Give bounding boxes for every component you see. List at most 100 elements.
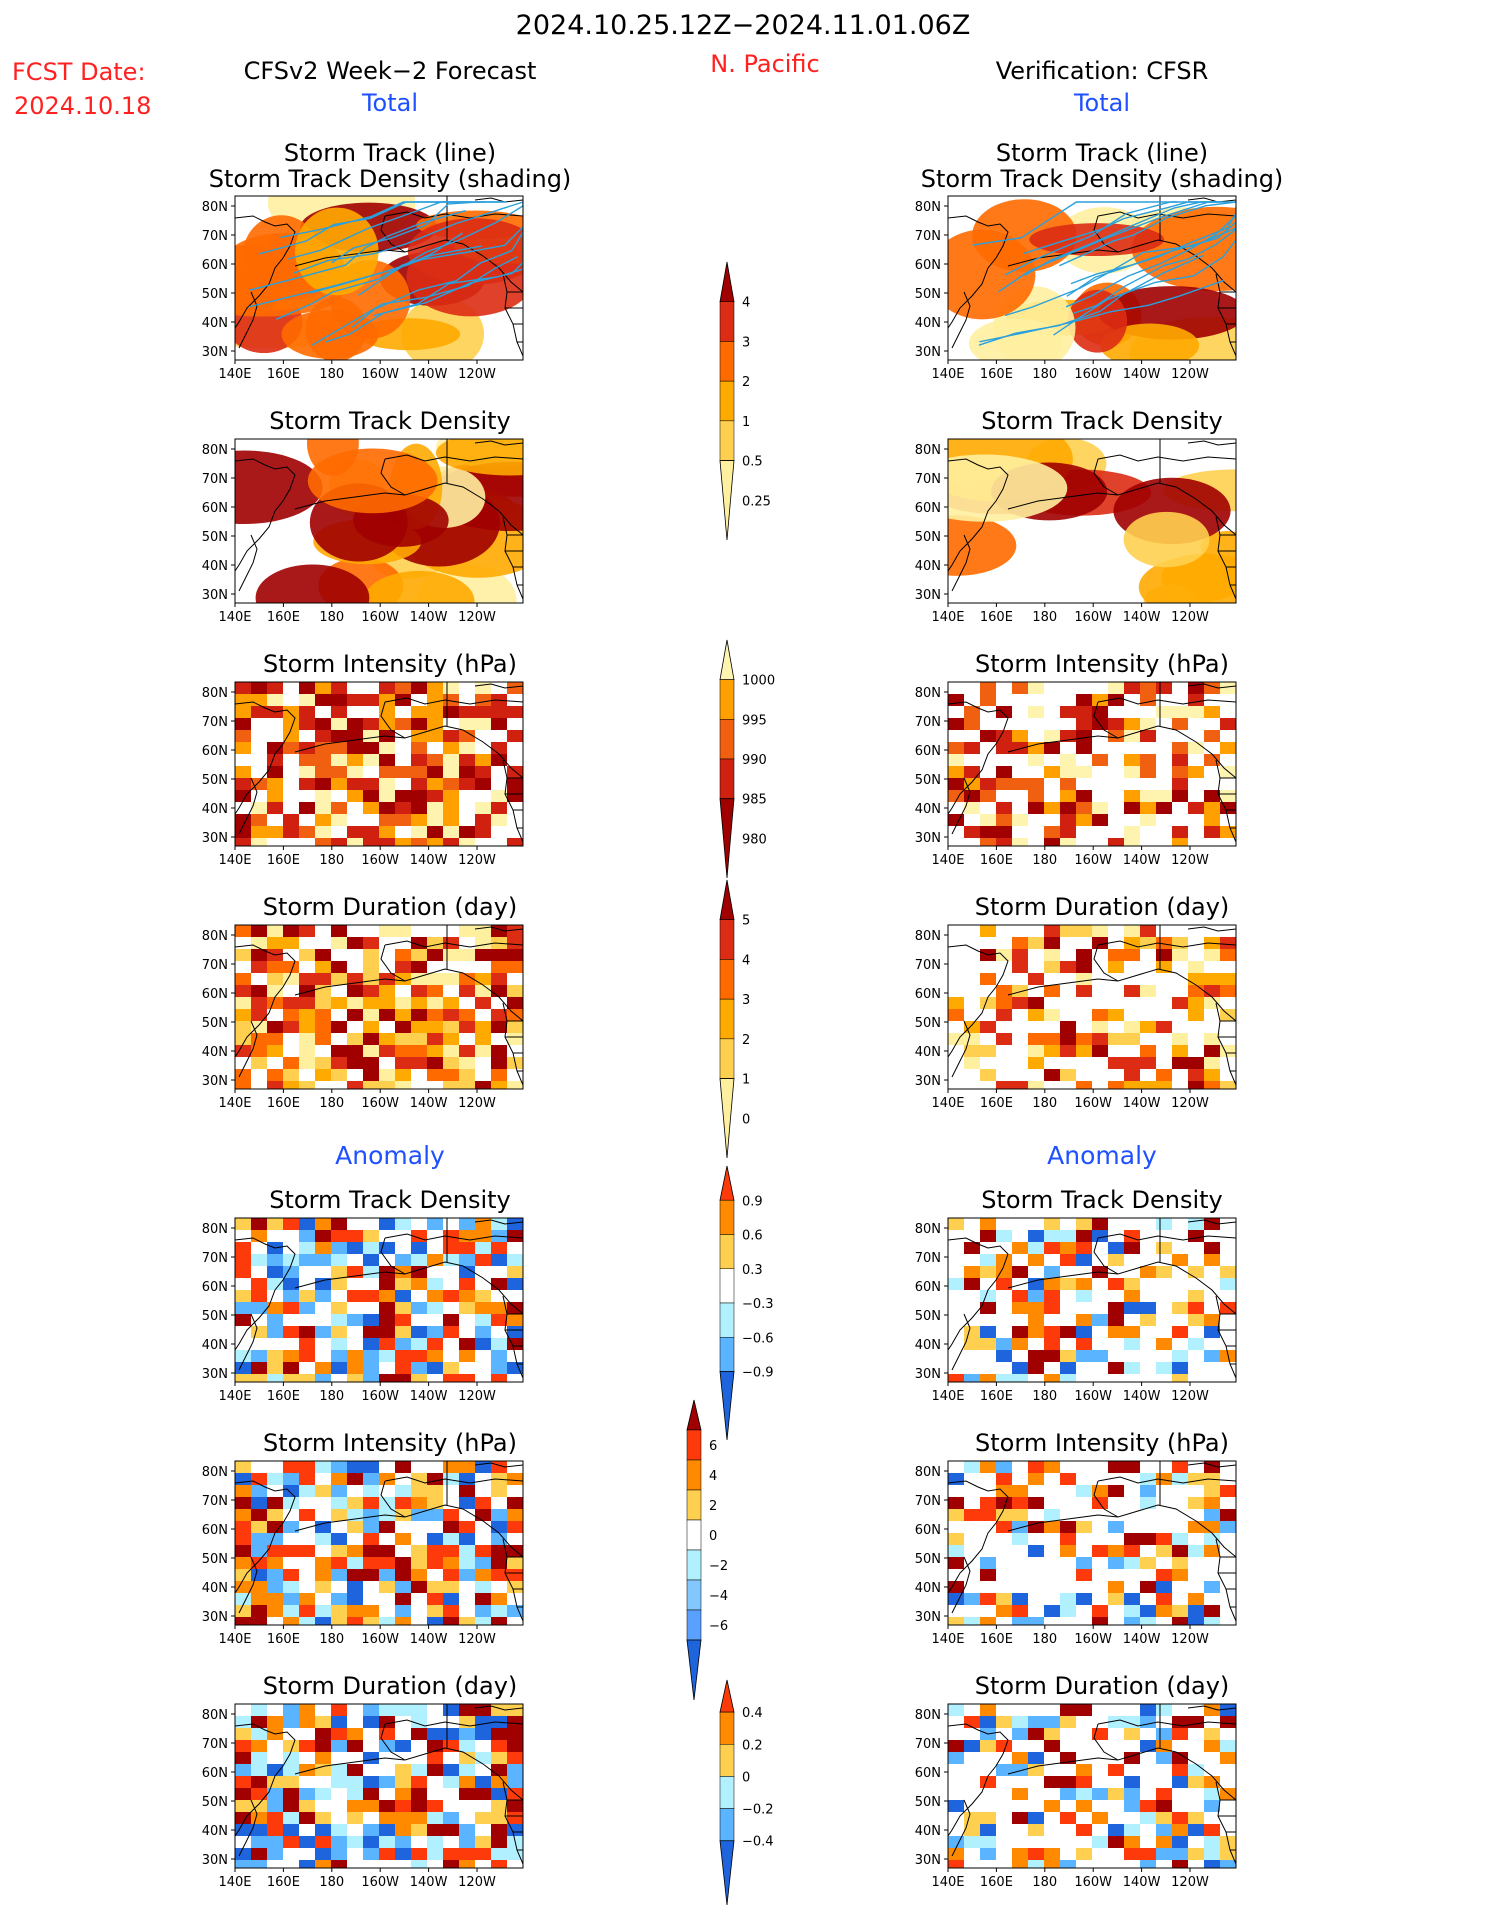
lon-tick-label: 120W: [458, 367, 496, 382]
panel-title: Storm Track (line): [283, 139, 497, 167]
lon-tick-label: 160E: [267, 1875, 300, 1890]
period-title: 2024.10.25.12Z−2024.11.01.06Z: [515, 10, 971, 41]
lat-tick-label: 40N: [202, 802, 228, 817]
total-label-left: Total: [361, 89, 419, 117]
lat-tick-label: 40N: [202, 1824, 228, 1839]
colorbar-label: 1000: [742, 674, 775, 689]
lon-tick-label: 140E: [931, 1389, 964, 1404]
lon-tick-label: 120W: [458, 1096, 496, 1111]
colorbar-label: 0.4: [742, 1706, 763, 1721]
lat-tick-label: 80N: [202, 1222, 228, 1237]
anomaly-label-left: Anomaly: [335, 1141, 445, 1170]
colorbar-label: 0.6: [742, 1229, 763, 1244]
lat-tick-label: 80N: [202, 686, 228, 701]
lon-tick-label: 140E: [218, 853, 251, 868]
panel-title: Storm Duration (day): [974, 893, 1230, 921]
lon-tick-label: 140W: [410, 1096, 448, 1111]
total-label-right: Total: [1073, 89, 1131, 117]
panel-title: Storm Duration (day): [262, 893, 518, 921]
lat-tick-label: 30N: [202, 345, 228, 360]
lat-tick-label: 40N: [915, 1338, 941, 1353]
lat-tick-label: 40N: [915, 1581, 941, 1596]
lat-tick-label: 60N: [915, 501, 941, 516]
colorbar-label: 5: [742, 914, 750, 929]
lon-tick-label: 140W: [410, 367, 448, 382]
lat-tick-label: 60N: [202, 1523, 228, 1538]
lat-tick-label: 80N: [915, 443, 941, 458]
lat-tick-label: 80N: [915, 1222, 941, 1237]
map-left-4: 80N 70N 60N 50N 40N 30N 140E 160E 180 160W 140W 120…: [202, 1217, 524, 1404]
lon-tick-label: 140E: [218, 1389, 251, 1404]
lon-tick-label: 160W: [1074, 610, 1112, 625]
lat-tick-label: 50N: [915, 773, 941, 788]
lon-tick-label: 180: [319, 367, 344, 382]
lat-tick-label: 60N: [202, 1766, 228, 1781]
lat-tick-label: 70N: [915, 1737, 941, 1752]
lon-tick-label: 140W: [1123, 610, 1161, 625]
lon-tick-label: 160W: [1074, 1632, 1112, 1647]
colorbar-label: 3: [742, 993, 750, 1008]
lon-tick-label: 140E: [218, 1632, 251, 1647]
lat-tick-label: 80N: [915, 1708, 941, 1723]
colorbar-label: 6: [709, 1439, 717, 1454]
lon-tick-label: 160E: [980, 610, 1013, 625]
colorbar-label: 980: [742, 832, 767, 847]
colorbar-label: 0.25: [742, 494, 771, 509]
lat-tick-label: 50N: [915, 1309, 941, 1324]
colorbar-label: 990: [742, 753, 767, 768]
lat-tick-label: 30N: [202, 1074, 228, 1089]
lon-tick-label: 160W: [1074, 1875, 1112, 1890]
panel-title: Storm Track (line): [995, 139, 1209, 167]
lat-tick-label: 70N: [915, 229, 941, 244]
lon-tick-label: 160E: [980, 1632, 1013, 1647]
lon-tick-label: 140W: [1123, 367, 1161, 382]
lon-tick-label: 140W: [410, 1875, 448, 1890]
lat-tick-label: 60N: [915, 1523, 941, 1538]
colorbar-intensity_anomaly: 6 4 2 0 −2 −4 −6: [686, 1399, 728, 1701]
colorbar-label: 0.5: [742, 455, 763, 470]
lon-tick-label: 180: [319, 1875, 344, 1890]
lon-tick-label: 140W: [410, 853, 448, 868]
colorbar-label: 985: [742, 793, 767, 808]
panel-title: Storm Intensity (hPa): [975, 650, 1229, 678]
panel-title: Storm Duration (day): [974, 1672, 1230, 1700]
colorbar-label: 2: [709, 1499, 717, 1514]
lat-tick-label: 50N: [202, 1552, 228, 1567]
lon-tick-label: 160E: [980, 367, 1013, 382]
lon-tick-label: 140E: [931, 367, 964, 382]
lat-tick-label: 70N: [202, 958, 228, 973]
lat-tick-label: 30N: [915, 1367, 941, 1382]
forecast-label: CFSv2 Week−2 Forecast: [243, 57, 537, 85]
lon-tick-label: 160W: [361, 610, 399, 625]
lat-tick-label: 70N: [202, 472, 228, 487]
lat-tick-label: 70N: [202, 715, 228, 730]
fcst-date-value: 2024.10.18: [14, 92, 152, 120]
lon-tick-label: 140W: [410, 1389, 448, 1404]
lat-tick-label: 60N: [202, 501, 228, 516]
lon-tick-label: 140W: [1123, 1632, 1161, 1647]
colorbar-label: 4: [742, 296, 750, 311]
lat-tick-label: 50N: [202, 1309, 228, 1324]
lat-tick-label: 60N: [915, 744, 941, 759]
map-left-1: 80N 70N 60N 50N 40N 30N 140E 160E 180 160W 140W 120…: [202, 438, 524, 625]
colorbar-label: −4: [709, 1589, 728, 1604]
panel-title: Storm Track Density: [981, 1186, 1223, 1214]
map-right-5: 80N 70N 60N 50N 40N 30N 140E 160E 180 160W 140W 120…: [915, 1460, 1237, 1647]
panel-title: Storm Duration (day): [262, 1672, 518, 1700]
lon-tick-label: 120W: [458, 610, 496, 625]
lat-tick-label: 50N: [915, 1552, 941, 1567]
lat-tick-label: 30N: [202, 1853, 228, 1868]
lon-tick-label: 140W: [410, 610, 448, 625]
lat-tick-label: 50N: [915, 287, 941, 302]
lon-tick-label: 180: [1032, 1632, 1057, 1647]
lon-tick-label: 120W: [458, 1875, 496, 1890]
lon-tick-label: 120W: [458, 853, 496, 868]
lon-tick-label: 140E: [931, 1096, 964, 1111]
lon-tick-label: 160E: [980, 1389, 1013, 1404]
lon-tick-label: 120W: [1171, 1875, 1209, 1890]
colorbar-label: −0.2: [742, 1803, 774, 1818]
colorbar-label: 0.2: [742, 1738, 763, 1753]
lat-tick-label: 60N: [915, 987, 941, 1002]
lat-tick-label: 70N: [202, 229, 228, 244]
lat-tick-label: 60N: [915, 258, 941, 273]
